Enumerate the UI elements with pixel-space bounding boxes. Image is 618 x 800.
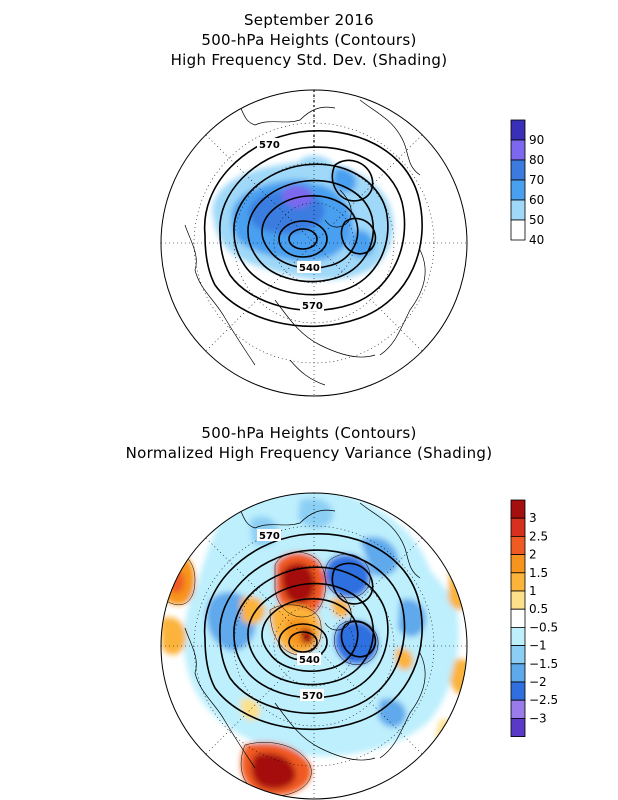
bottom-coastlines [184,497,426,769]
top-colorbar-label: 60 [529,193,544,207]
bottom-colorbar-label: 3 [529,511,537,525]
bottom-colorbar-swatch [510,627,526,647]
bottom-colorbar-swatch [510,572,526,592]
bottom-colorbar-swatch [510,718,526,738]
top-colorbar-label: 40 [529,233,544,247]
bottom-colorbar-swatch [510,699,526,719]
top-title-line-1: September 2016 [243,11,375,29]
bottom-polar-map: 570 540 570 [160,492,468,800]
top-colorbar-label: 70 [529,173,544,187]
top-contour-labels: 570 540 570 [257,138,324,312]
top-colorbar-swatch [510,179,526,201]
top-colorbar-swatch [510,139,526,161]
bottom-colorbar-label: 1 [529,584,537,598]
bottom-colorbar-swatch [510,536,526,556]
bottom-colorbar-label: 0.5 [529,602,548,616]
top-title-line-3: High Frequency Std. Dev. (Shading) [170,51,448,69]
bottom-colorbar-swatch [510,499,526,519]
bottom-contour-label-2: 540 [299,655,320,666]
top-contour-label-2: 540 [299,263,320,274]
top-colorbar-swatch [510,119,526,141]
bottom-colorbar-label: −2 [529,675,547,689]
bottom-contour-label-1: 570 [259,531,280,542]
bottom-colorbar-label: 2 [529,548,537,562]
bottom-colorbar-label: −1.5 [529,657,558,671]
bottom-contour-labels: 570 540 570 [257,529,324,702]
top-colorbar: 90 80 70 60 50 40 [510,119,544,247]
bottom-colorbar: 3 2.5 2 1.5 1 0.5 −0.5 −1 −1.5 −2 −2.5 −3 [510,499,558,738]
bottom-colorbar-swatch [510,681,526,701]
bottom-contour-label-3: 570 [302,691,323,702]
bottom-graticule [161,493,467,799]
top-colorbar-label: 80 [529,153,544,167]
bottom-title-line-1: 500-hPa Heights (Contours) [201,424,417,442]
top-colorbar-label: 90 [529,133,544,147]
bottom-height-contours [203,533,423,731]
top-polar-map: 570 540 570 [160,89,468,397]
bottom-colorbar-label: 2.5 [529,529,548,543]
bottom-colorbar-swatch [510,663,526,683]
top-colorbar-swatch [510,199,526,221]
bottom-title-line-2: Normalized High Frequency Variance (Shad… [125,444,493,462]
bottom-colorbar-swatch [510,645,526,665]
bottom-colorbar-label: 1.5 [529,566,548,580]
top-title-line-2: 500-hPa Heights (Contours) [201,31,417,49]
top-colorbar-swatch [510,159,526,181]
top-contour-label-1: 570 [259,140,280,151]
bottom-colorbar-swatch [510,554,526,574]
bottom-colorbar-swatch [510,590,526,610]
top-graticule [161,90,467,396]
bottom-colorbar-label: −1 [529,639,547,653]
bottom-colorbar-swatch [510,608,526,628]
top-coastlines [184,94,426,386]
top-colorbar-label: 50 [529,213,544,227]
top-contour-label-3: 570 [302,301,323,312]
bottom-colorbar-label: −2.5 [529,693,558,707]
top-colorbar-swatch [510,219,526,241]
bottom-colorbar-label: −0.5 [529,620,558,634]
bottom-colorbar-label: −3 [529,711,547,725]
bottom-colorbar-swatch [510,517,526,537]
